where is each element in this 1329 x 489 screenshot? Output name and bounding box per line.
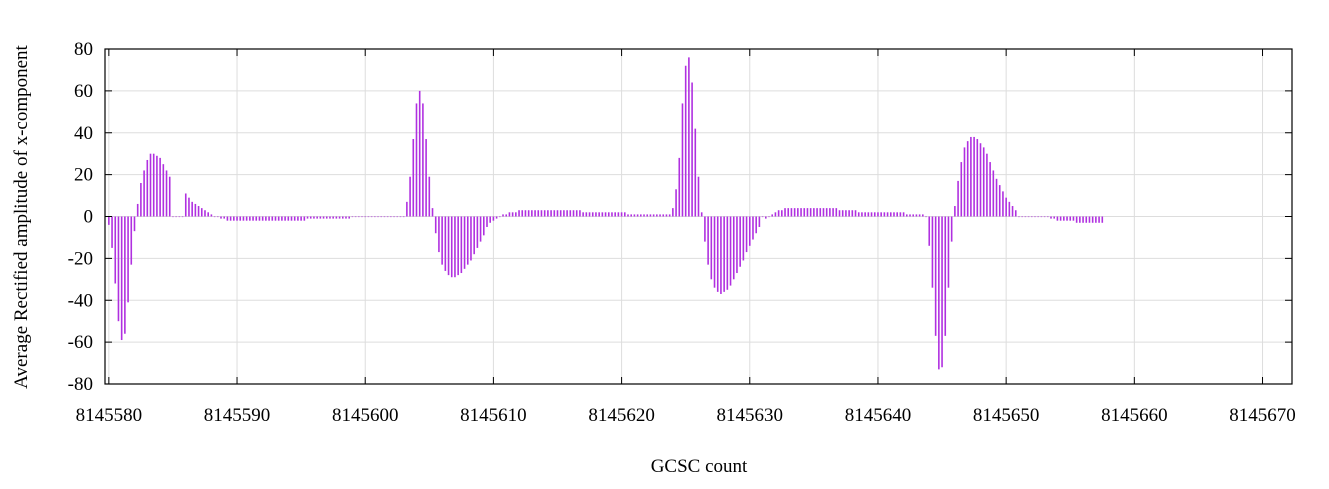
y-tick-label: -60 [68, 332, 93, 353]
y-tick-label: 0 [84, 207, 94, 228]
x-axis-label: GCSC count [651, 456, 748, 477]
y-axis-label: Average Rectified amplitude of x-compone… [11, 44, 32, 388]
y-tick-label: 60 [74, 81, 93, 102]
x-tick-label: 8145650 [973, 405, 1040, 426]
x-tick-labels: 8145580 8145590 8145600 8145610 8145620 81456… [76, 405, 1296, 426]
x-tick-label: 8145610 [460, 405, 527, 426]
x-tick-label: 8145630 [717, 405, 784, 426]
y-tick-label: -80 [68, 374, 93, 395]
y-tick-label: 20 [74, 165, 93, 186]
ticks [105, 48, 1292, 385]
y-tick-label: 80 [74, 39, 93, 60]
x-tick-label: 8145660 [1101, 405, 1168, 426]
x-tick-label: 8145640 [845, 405, 912, 426]
y-tick-label: 40 [74, 123, 93, 144]
x-tick-label: 8145670 [1229, 405, 1296, 426]
x-tick-label: 8145580 [76, 405, 143, 426]
bars [108, 57, 1104, 370]
x-tick-label: 8145590 [204, 405, 271, 426]
x-tick-label: 8145600 [332, 405, 399, 426]
y-tick-label: -20 [68, 248, 93, 269]
x-tick-label: 8145620 [588, 405, 655, 426]
y-tick-labels: -80 -60 -40 -20 0 20 40 60 80 [68, 39, 93, 395]
y-tick-label: -40 [68, 290, 93, 311]
